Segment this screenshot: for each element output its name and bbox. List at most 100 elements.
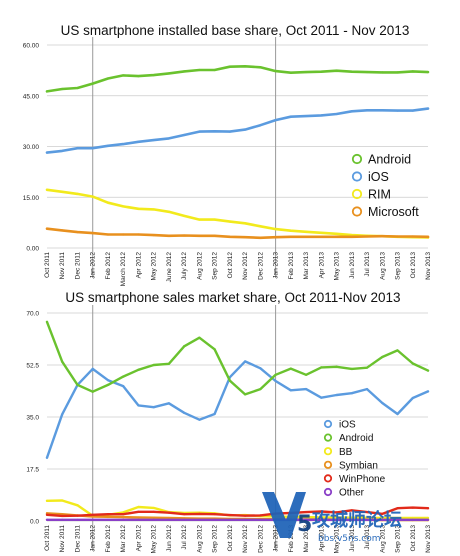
data-point-bb (350, 516, 353, 519)
data-point-microsoft (91, 232, 94, 235)
y-tick-label: 35.0 (26, 415, 39, 422)
data-point-winphone (45, 513, 49, 516)
x-tick-label: June 2012 (166, 252, 173, 283)
data-point-android (335, 69, 338, 72)
x-tick-label: March 2012 (120, 252, 127, 287)
legend-marker-android (323, 433, 333, 442)
x-tick-label: Aug 2013 (379, 525, 386, 553)
data-point-symbian (152, 516, 155, 519)
data-point-symbian (167, 516, 171, 520)
x-tick-label: May 2013 (334, 525, 341, 554)
legend-label-microsoft: Microsoft (368, 205, 419, 219)
data-point-android (426, 369, 430, 372)
data-point-bb (426, 516, 430, 520)
legend-marker-ios (351, 171, 363, 182)
data-point-winphone (320, 510, 323, 513)
legend-label-other: Other (339, 488, 365, 499)
data-point-rim (183, 214, 186, 217)
data-point-winphone (198, 512, 201, 515)
data-point-rim (122, 205, 125, 208)
data-point-rim (289, 229, 292, 232)
x-tick-label: Dec 2012 (257, 525, 264, 553)
data-point-ios (304, 387, 308, 391)
x-tick-label: Jun 2012 (166, 525, 173, 552)
data-point-ios (350, 110, 353, 113)
data-point-ios (426, 390, 430, 393)
data-point-android (426, 70, 430, 74)
data-point-android (259, 66, 262, 69)
data-point-android (137, 75, 140, 78)
data-point-winphone (411, 506, 414, 509)
x-tick-label: Jun 2013 (349, 252, 356, 279)
data-point-ios (198, 418, 201, 421)
data-point-rim (335, 232, 338, 235)
x-tick-label: Oct 2013 (410, 252, 417, 279)
data-point-microsoft (76, 230, 79, 234)
data-point-android (274, 69, 277, 73)
data-point-ios (365, 109, 369, 112)
data-point-winphone (137, 510, 140, 513)
x-tick-label: Aug 2012 (196, 252, 203, 280)
data-point-android (45, 90, 49, 93)
data-point-android (228, 379, 231, 382)
legend-marker-ios (323, 419, 333, 429)
data-point-android (411, 70, 414, 73)
data-point-ios (426, 107, 430, 110)
data-point-ios (152, 138, 155, 142)
x-tick-label: Sep 2012 (212, 525, 219, 553)
data-point-microsoft (152, 234, 155, 237)
data-point-winphone (152, 510, 155, 513)
data-point-rim (198, 218, 201, 221)
data-point-bb (304, 516, 308, 519)
data-point-winphone (381, 512, 384, 515)
data-point-rim (61, 190, 64, 193)
data-point-bb (396, 516, 399, 520)
x-tick-label: July 2012 (181, 252, 188, 280)
data-point-android (91, 390, 94, 393)
data-point-ios (411, 396, 414, 400)
x-tick-label: Feb 2012 (105, 252, 112, 280)
data-point-microsoft (304, 235, 308, 238)
data-point-ios (411, 109, 414, 112)
data-point-winphone (396, 507, 399, 510)
data-point-other (198, 518, 201, 521)
legend-marker-other (323, 487, 333, 497)
x-tick-label: Feb 2012 (105, 525, 112, 553)
data-point-ios (350, 392, 353, 395)
data-point-other (122, 518, 125, 521)
y-tick-label: 30.00 (23, 144, 40, 151)
data-point-winphone (244, 514, 247, 517)
data-point-android (183, 345, 186, 348)
x-tick-label: Mar 2013 (303, 252, 310, 280)
data-point-microsoft (244, 236, 247, 239)
watermark-logo: 5 攻城师论坛 bbs.v5ns.com (262, 492, 402, 544)
x-tick-label: Oct 2011 (44, 252, 51, 278)
data-point-android (213, 348, 216, 351)
data-point-ios (320, 114, 323, 117)
data-point-ios (335, 393, 338, 397)
data-point-ios (45, 151, 49, 154)
data-point-other (61, 518, 64, 521)
data-point-winphone (122, 513, 125, 516)
data-point-ios (167, 137, 171, 140)
data-point-microsoft (183, 234, 186, 237)
data-point-android (411, 362, 414, 365)
data-point-bb (45, 499, 49, 502)
data-point-bb (76, 504, 79, 507)
data-point-winphone (213, 513, 216, 516)
data-point-android (152, 363, 155, 367)
x-tick-label: Jan 2012 (90, 252, 97, 279)
data-point-other (350, 518, 353, 521)
data-point-ios (274, 119, 277, 122)
data-point-android (381, 71, 384, 74)
y-tick-label: 60.00 (23, 43, 40, 50)
data-point-ios (152, 406, 155, 409)
data-point-ios (259, 124, 262, 127)
legend-label-android: Android (339, 433, 373, 444)
data-point-rim (274, 227, 277, 231)
data-point-android (396, 71, 399, 74)
data-point-android (167, 72, 171, 75)
data-point-microsoft (320, 235, 323, 238)
data-point-other (45, 518, 49, 521)
data-point-winphone (167, 511, 171, 514)
